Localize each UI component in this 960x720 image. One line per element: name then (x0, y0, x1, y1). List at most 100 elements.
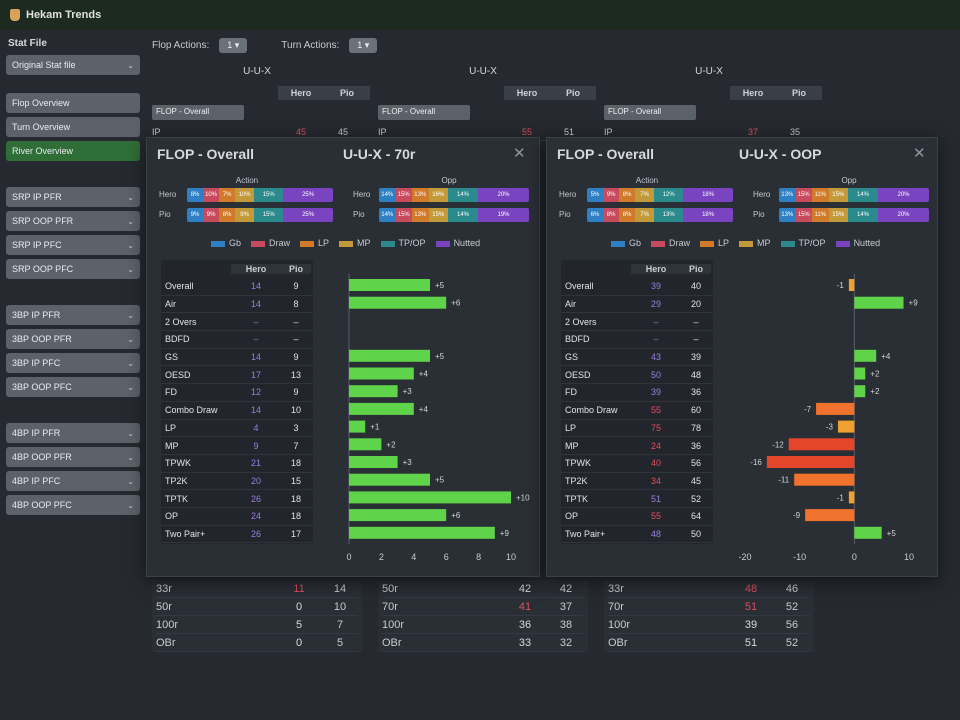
spot-select-3bp-ip-pfc[interactable]: 3BP IP PFC ⌄ (6, 353, 140, 373)
row-label: GS (565, 352, 579, 363)
table-row: OBr 51 52 (608, 634, 810, 652)
hero-value: 0 (295, 636, 303, 649)
close-icon[interactable]: ✕ (513, 145, 526, 162)
spot-select-4bp-ip-pfc[interactable]: 4BP IP PFC ⌄ (6, 471, 140, 491)
hero-row-label: Hero (559, 190, 577, 199)
row-label: TPTK (165, 493, 189, 504)
chevron-down-icon: ⌄ (127, 500, 134, 510)
distribution-bar: 13% 15% 11% 15% 14% 20% (779, 208, 929, 222)
spot-select-3bp-ip-pfr[interactable]: 3BP IP PFR ⌄ (6, 305, 140, 325)
dialog-subtitle: U-U-X - OOP (739, 146, 822, 162)
hero-row-label: Hero (353, 190, 371, 199)
hero-value: 39 (744, 618, 758, 631)
bg-bottom-table: 33r 48 46 70r 51 52 100r 39 56 OBr 51 52 (604, 580, 814, 652)
spot-select-3bp-oop-pfc[interactable]: 3BP OOP PFC ⌄ (6, 377, 140, 397)
segment-mp: 10% (235, 188, 255, 202)
data-label: +4 (419, 370, 429, 379)
hero-value: 26 (250, 528, 261, 539)
pio-value: – (693, 316, 699, 327)
spot-select-4bp-ip-pfr[interactable]: 4BP IP PFR ⌄ (6, 423, 140, 443)
bg-bottom-table: 50r 42 42 70r 41 37 100r 36 38 OBr 33 32 (378, 580, 588, 652)
row-label: Overall (165, 281, 194, 292)
pio-value: 52 (690, 493, 701, 504)
segment-nutted: 25% (283, 188, 333, 202)
turn-actions-dropdown[interactable]: 1 ▾ (349, 38, 378, 53)
legend-item: Gb (211, 238, 241, 248)
hero-value: 37 (747, 126, 758, 137)
spot-select-4bp-oop-pfr[interactable]: 4BP OOP PFR ⌄ (6, 447, 140, 467)
bar-lp (837, 420, 855, 433)
metric-select[interactable]: FLOP - Overall (152, 105, 244, 120)
chevron-down-icon: ⌄ (127, 240, 134, 250)
row-label: BDFD (565, 334, 590, 345)
segment-mp: 15% (828, 208, 848, 222)
bar-oesd (854, 367, 866, 380)
spot-select-4bp-oop-pfc[interactable]: 4BP OOP PFC ⌄ (6, 495, 140, 515)
title-bar: Hekam Trends (0, 0, 960, 30)
row-label: 100r (156, 618, 179, 631)
metric-select[interactable]: FLOP - Overall (378, 105, 470, 120)
legend-label: MP (757, 238, 771, 248)
segment-mp: 9% (235, 208, 255, 222)
row-label: OP (565, 511, 579, 522)
hero-value: 39 (650, 281, 661, 292)
pio-row-label: Pio (753, 210, 765, 219)
metric-select[interactable]: FLOP - Overall (604, 105, 696, 120)
river-overview-button[interactable]: River Overview (6, 141, 140, 161)
row-label: OESD (165, 369, 191, 380)
close-icon[interactable]: ✕ (913, 145, 926, 162)
hero-value: 14 (250, 352, 261, 363)
spot-select-label: SRP OOP PFR (12, 216, 74, 226)
hero-value: 29 (650, 299, 661, 310)
table-row: Overall 14 9 (161, 278, 313, 296)
row-label: OBr (156, 636, 176, 649)
turn-overview-button[interactable]: Turn Overview (6, 117, 140, 137)
table-row: 50r 42 42 (382, 580, 584, 598)
table-row: TP2K 20 15 (161, 473, 313, 491)
spot-select-srp-ip-pfc[interactable]: SRP IP PFC ⌄ (6, 235, 140, 255)
x-tick-label: 8 (476, 552, 481, 562)
hero-value: 24 (250, 511, 261, 522)
row-label: TP2K (165, 475, 188, 486)
data-label: +2 (870, 370, 880, 379)
pio-value: 60 (690, 405, 701, 416)
spot-select-srp-oop-pfc[interactable]: SRP OOP PFC ⌄ (6, 259, 140, 279)
flop-overview-button[interactable]: Flop Overview (6, 93, 140, 113)
table-row: GS 14 9 (161, 349, 313, 367)
table-row: TPTK 51 52 (561, 490, 713, 508)
segment-draw: 8% (603, 208, 620, 222)
segment-nutted: 20% (878, 188, 929, 202)
chevron-down-icon: ⌄ (127, 358, 134, 368)
spot-select-label: 3BP OOP PFR (12, 334, 72, 344)
legend-label: Gb (629, 238, 642, 248)
pio-value: 7 (293, 440, 299, 451)
table-row: MP 9 7 (161, 437, 313, 455)
row-label: 50r (156, 600, 172, 613)
flop-actions-dropdown[interactable]: 1 ▾ (219, 38, 248, 53)
stat-file-select[interactable]: Original Stat file ⌄ (6, 55, 140, 75)
bar-op (349, 509, 447, 522)
data-label: +4 (881, 352, 891, 361)
row-label: Combo Draw (565, 405, 618, 416)
table-row: 100r 36 38 (382, 616, 584, 634)
segment-nutted: 20% (478, 188, 529, 202)
spot-select-srp-ip-pfr[interactable]: SRP IP PFR ⌄ (6, 187, 140, 207)
spot-select-3bp-oop-pfr[interactable]: 3BP OOP PFR ⌄ (6, 329, 140, 349)
segment-draw: 15% (395, 188, 412, 202)
segment-lp: 11% (812, 188, 829, 202)
x-tick-label: 10 (904, 552, 914, 562)
pio-value: 8 (293, 299, 299, 310)
segment-draw: 15% (795, 188, 812, 202)
table-row: GS 43 39 (561, 349, 713, 367)
row-label: Overall (565, 281, 594, 292)
row-label: MP (165, 440, 179, 451)
legend-label: LP (718, 238, 730, 248)
spot-select-srp-oop-pfr[interactable]: SRP OOP PFR ⌄ (6, 211, 140, 231)
row-label: OBr (382, 636, 402, 649)
chevron-down-icon: ⌄ (127, 216, 134, 226)
pio-value: 17 (290, 528, 301, 539)
data-label: -16 (750, 458, 762, 467)
legend-label: Draw (269, 238, 291, 248)
hero-value: 14 (250, 281, 261, 292)
hero-value: 39 (650, 387, 661, 398)
